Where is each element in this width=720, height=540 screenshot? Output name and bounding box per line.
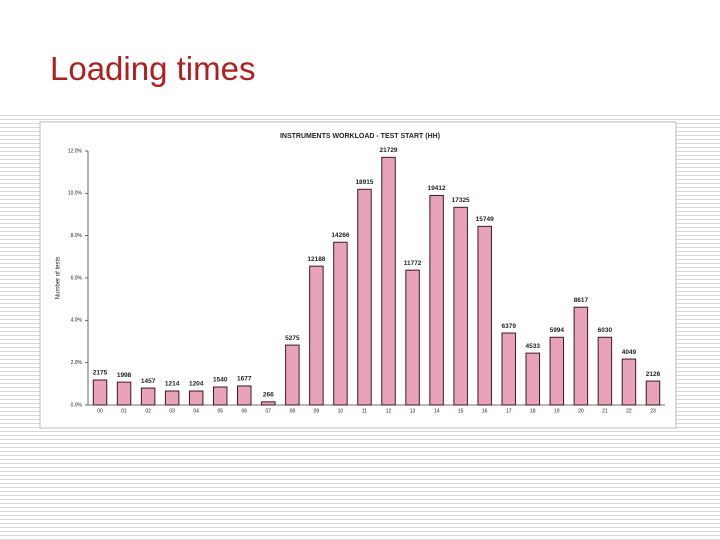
x-tick-label: 13 <box>410 408 416 414</box>
y-tick-label: 12.0% <box>68 148 83 154</box>
data-label: 11772 <box>404 260 422 267</box>
data-label: 1204 <box>189 381 204 388</box>
y-tick-label: 0.0% <box>71 402 83 408</box>
bar <box>237 385 252 406</box>
bar <box>261 401 276 406</box>
data-label: 15749 <box>476 216 494 223</box>
x-tick-label: 03 <box>169 408 175 414</box>
y-tick-label: 4.0% <box>71 318 83 324</box>
y-tick-label: 8.0% <box>71 233 83 239</box>
x-tick-label: 10 <box>338 408 344 414</box>
y-axis-label: Number of tests <box>56 257 62 299</box>
data-label: 18915 <box>355 179 373 186</box>
x-tick-label: 11 <box>362 408 367 414</box>
slide-title: Loading times <box>50 50 256 87</box>
x-tick-label: 17 <box>506 408 512 414</box>
bar <box>405 269 420 406</box>
title-area <box>0 0 720 112</box>
x-tick-label: 12 <box>386 408 392 414</box>
x-tick-label: 14 <box>434 408 440 414</box>
data-label: 1998 <box>117 372 132 379</box>
x-tick-label: 02 <box>145 408 151 414</box>
bar <box>285 344 300 406</box>
x-tick-label: 20 <box>578 408 584 414</box>
x-tick-label: 22 <box>626 408 632 414</box>
x-tick-label: 05 <box>217 408 223 414</box>
x-tick-label: 00 <box>97 408 103 414</box>
bar <box>573 306 589 406</box>
data-label: 21729 <box>379 147 397 154</box>
bar <box>453 206 468 406</box>
x-tick-label: 21 <box>602 408 608 414</box>
bar <box>333 241 348 406</box>
data-label: 1214 <box>165 381 180 388</box>
bar <box>645 380 661 406</box>
data-label: 17325 <box>452 197 470 204</box>
data-label: 6379 <box>501 323 516 330</box>
x-tick-label: 18 <box>530 408 536 414</box>
data-label: 8617 <box>574 297 589 304</box>
data-label: 5275 <box>285 335 300 342</box>
bar <box>164 390 180 406</box>
data-label: 2126 <box>646 371 661 378</box>
data-label: 4049 <box>622 349 637 356</box>
y-tick-label: 2.0% <box>71 360 83 366</box>
data-label: 6030 <box>598 327 613 334</box>
x-tick-label: 06 <box>241 408 247 414</box>
bar <box>140 387 156 406</box>
data-label: 14266 <box>331 232 349 239</box>
bar <box>188 390 204 406</box>
data-label: 1540 <box>213 377 228 384</box>
x-tick-label: 08 <box>290 408 296 414</box>
bar <box>429 194 444 406</box>
bar <box>621 358 637 406</box>
bar <box>92 379 108 406</box>
bar <box>477 225 492 406</box>
bar <box>212 386 228 406</box>
x-tick-label: 23 <box>650 408 656 414</box>
bar <box>116 381 132 406</box>
data-label: 4533 <box>526 343 541 350</box>
x-tick-label: 19 <box>554 408 560 414</box>
bar <box>381 156 396 406</box>
bar <box>501 332 516 406</box>
x-tick-label: 09 <box>314 408 320 414</box>
bar <box>597 336 613 406</box>
data-label: 19412 <box>428 185 446 192</box>
bar <box>549 336 565 406</box>
chart-title: INSTRUMENTS WORKLOAD - TEST START (HH) <box>280 133 440 140</box>
y-tick-label: 10.0% <box>68 191 83 197</box>
data-label: 1457 <box>141 378 156 385</box>
data-label: 266 <box>263 392 274 399</box>
bar <box>525 352 541 406</box>
data-label: 5994 <box>550 327 565 334</box>
x-tick-label: 04 <box>193 408 199 414</box>
x-tick-label: 16 <box>482 408 488 414</box>
bar <box>357 188 372 406</box>
y-tick-label: 6.0% <box>71 275 83 281</box>
data-label: 1677 <box>237 376 252 383</box>
x-tick-label: 01 <box>121 408 127 414</box>
x-tick-label: 15 <box>458 408 464 414</box>
x-tick-label: 07 <box>266 408 272 414</box>
bar <box>309 265 324 406</box>
data-label: 2175 <box>93 370 108 377</box>
data-label: 12188 <box>307 256 325 263</box>
